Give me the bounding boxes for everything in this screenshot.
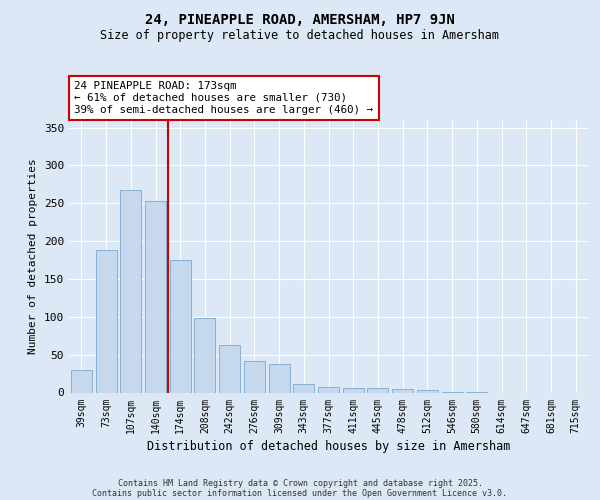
Bar [145, 201, 166, 392]
Bar [392, 390, 413, 392]
Bar [95, 250, 116, 392]
Text: 24, PINEAPPLE ROAD, AMERSHAM, HP7 9JN: 24, PINEAPPLE ROAD, AMERSHAM, HP7 9JN [145, 12, 455, 26]
Text: Contains public sector information licensed under the Open Government Licence v3: Contains public sector information licen… [92, 488, 508, 498]
Bar [194, 318, 215, 392]
Bar [269, 364, 290, 392]
Bar [293, 384, 314, 392]
Bar [244, 360, 265, 392]
Bar [318, 387, 339, 392]
Bar [367, 388, 388, 392]
X-axis label: Distribution of detached houses by size in Amersham: Distribution of detached houses by size … [147, 440, 510, 452]
Text: 24 PINEAPPLE ROAD: 173sqm
← 61% of detached houses are smaller (730)
39% of semi: 24 PINEAPPLE ROAD: 173sqm ← 61% of detac… [74, 82, 373, 114]
Text: Size of property relative to detached houses in Amersham: Size of property relative to detached ho… [101, 29, 499, 42]
Bar [120, 190, 141, 392]
Bar [219, 345, 240, 393]
Text: Contains HM Land Registry data © Crown copyright and database right 2025.: Contains HM Land Registry data © Crown c… [118, 478, 482, 488]
Bar [343, 388, 364, 392]
Bar [71, 370, 92, 392]
Bar [417, 390, 438, 392]
Bar [170, 260, 191, 392]
Y-axis label: Number of detached properties: Number of detached properties [28, 158, 38, 354]
